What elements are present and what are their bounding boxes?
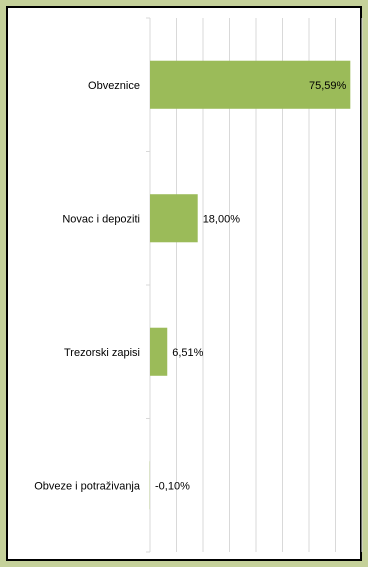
category-label: Trezorski zapisi xyxy=(64,347,140,359)
data-label: 75,59% xyxy=(309,80,347,92)
category-axis xyxy=(146,17,151,553)
bar xyxy=(150,194,198,243)
category-label: Obveze i potraživanja xyxy=(34,480,141,492)
category-label: Novac i depoziti xyxy=(62,213,140,225)
labels: Obveznice 75,59% Novac i depoziti 18,00% Tre… xyxy=(34,80,346,493)
bar xyxy=(150,60,351,109)
bar xyxy=(150,327,168,376)
data-label: -0,10% xyxy=(155,480,190,492)
data-label: 18,00% xyxy=(203,213,241,225)
category-label: Obveznice xyxy=(88,80,140,92)
data-label: 6,51% xyxy=(172,347,203,359)
bars xyxy=(149,60,351,510)
